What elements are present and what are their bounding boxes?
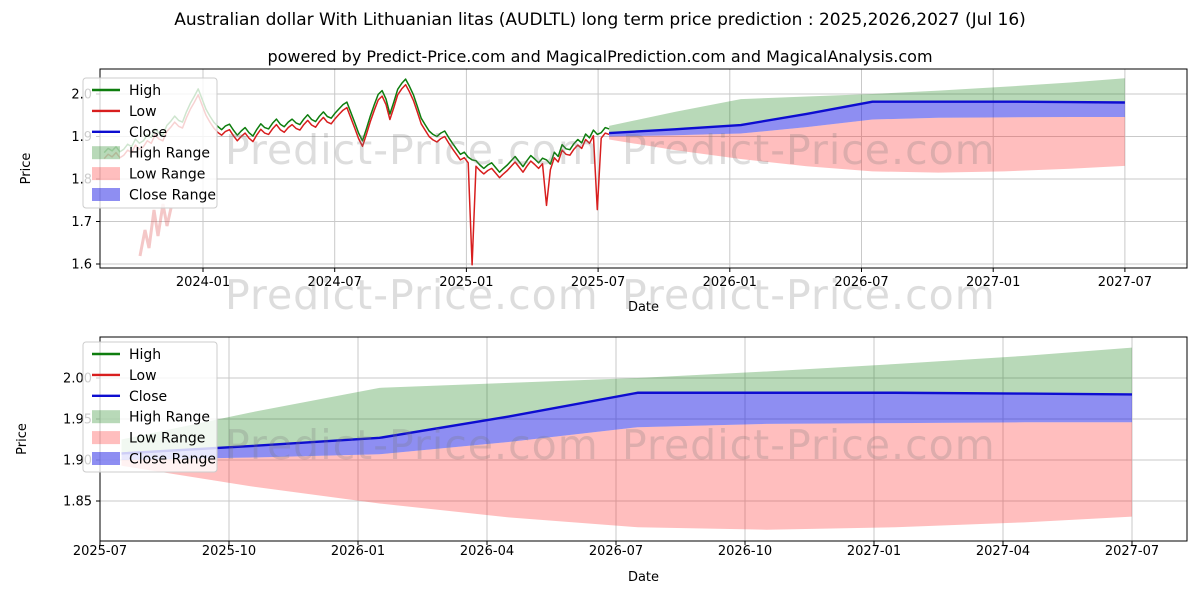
top-chart: 2024-01 2024-07 2025-01 2025-07 2026-01 2026-… — [19, 68, 1188, 315]
chart-subtitle: powered by Predict-Price.com and Magical… — [267, 47, 933, 66]
y-tick-label: 1.6 — [71, 258, 92, 273]
ylabel-price: Price — [19, 153, 34, 185]
legend-label: Close Range — [129, 188, 216, 204]
x-tick-label: 2026-01 — [703, 275, 757, 290]
high-range-band — [121, 347, 1132, 454]
x-tick-label: 2026-10 — [718, 544, 772, 559]
x-tick-label: 2027-01 — [847, 544, 901, 559]
legend-row: Low Range — [92, 167, 205, 183]
legend-label: High — [129, 83, 161, 99]
close-range-band — [609, 101, 1125, 137]
legend-row: High Range — [92, 146, 210, 162]
close-line — [121, 391, 1133, 455]
legend-label: Close — [129, 125, 167, 141]
legend-row: Close — [92, 125, 167, 141]
low-range-band — [121, 422, 1132, 530]
chart-title: Australian dollar With Lithuanian litas … — [174, 10, 1026, 30]
x-tick-label: 2026-04 — [460, 544, 514, 559]
x-tick-label: 2025-01 — [439, 275, 493, 290]
legend-label: Close — [129, 389, 167, 405]
legend-label: Low — [129, 104, 157, 120]
legend-row: Low — [92, 104, 157, 120]
high-range-legend-patch — [92, 410, 120, 424]
legend-row: High — [92, 83, 161, 99]
close-line — [609, 100, 1125, 135]
x-tick-label: 2025-07 — [571, 275, 625, 290]
legend-row: Close — [92, 389, 167, 405]
low-range-band — [609, 116, 1125, 173]
legend-row: Close Range — [92, 188, 216, 204]
legend-label: Low Range — [129, 431, 205, 447]
y-tick-label: 1.85 — [63, 495, 92, 510]
y-tick-label: 1.7 — [71, 215, 92, 230]
legend-row: High — [92, 347, 161, 363]
x-tick-label: 2027-01 — [966, 275, 1020, 290]
close-range-legend-patch — [92, 452, 120, 465]
red-scribble-watermark — [138, 203, 173, 257]
ylabel-price: Price — [15, 423, 30, 455]
legend-label: Low — [129, 368, 157, 384]
legend-label: High Range — [129, 146, 210, 162]
low-range-legend-patch — [92, 167, 120, 181]
low-range-legend-patch — [92, 431, 120, 445]
grid — [100, 69, 1187, 268]
legend-label: High — [129, 347, 161, 363]
legend: High Low Close High Range Low Range Close Ran… — [82, 341, 218, 473]
x-tick-label: 2025-10 — [202, 544, 256, 559]
bottom-chart: 2025-07 2025-10 2026-01 2026-04 2026-07 2026-… — [15, 336, 1188, 585]
xlabel-date: Date — [628, 570, 659, 585]
x-tick-label: 2025-07 — [73, 544, 127, 559]
close-range-legend-patch — [92, 188, 120, 201]
x-tick-label: 2027-07 — [1105, 544, 1159, 559]
close-range-band — [121, 392, 1132, 460]
x-tick-label: 2024-07 — [308, 275, 362, 290]
x-tick-label: 2026-01 — [331, 544, 385, 559]
high-range-legend-patch — [92, 146, 120, 160]
legend-label: High Range — [129, 410, 210, 426]
legend: High Low Close High Range Low Range Close Ran… — [82, 77, 218, 209]
legend-label: Close Range — [129, 452, 216, 468]
x-tick-label: 2026-07 — [589, 544, 643, 559]
x-tick-label: 2026-07 — [834, 275, 888, 290]
high-range-band — [609, 78, 1125, 134]
legend-row: High Range — [92, 410, 210, 426]
legend-label: Low Range — [129, 167, 205, 183]
x-tick-label: 2024-01 — [176, 275, 230, 290]
x-tick-label: 2027-04 — [976, 544, 1030, 559]
x-tick-label: 2027-07 — [1098, 275, 1152, 290]
xlabel-date: Date — [628, 300, 659, 315]
legend-row: Low Range — [92, 431, 205, 447]
legend-row: Close Range — [92, 452, 216, 468]
legend-row: Low — [92, 368, 157, 384]
